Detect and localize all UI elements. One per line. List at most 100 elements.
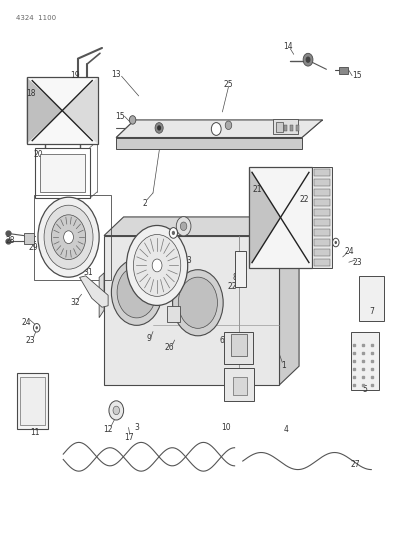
Bar <box>339 67 348 74</box>
Text: 9: 9 <box>146 334 151 343</box>
Circle shape <box>44 205 93 269</box>
Text: 28: 28 <box>5 237 15 245</box>
Circle shape <box>152 259 162 272</box>
Bar <box>296 125 299 131</box>
Text: 18: 18 <box>26 89 35 98</box>
Text: 34: 34 <box>182 282 192 291</box>
Circle shape <box>335 241 337 244</box>
Text: 15: 15 <box>352 71 362 80</box>
Text: 14: 14 <box>283 43 293 51</box>
Bar <box>314 229 330 236</box>
Bar <box>167 306 180 322</box>
Bar <box>351 332 379 390</box>
Bar <box>17 373 48 429</box>
Polygon shape <box>62 77 98 144</box>
Circle shape <box>173 270 223 336</box>
Polygon shape <box>249 167 281 268</box>
Bar <box>24 233 34 244</box>
Text: 31: 31 <box>83 269 93 277</box>
Circle shape <box>35 326 38 329</box>
Text: 17: 17 <box>124 433 133 441</box>
Circle shape <box>51 215 86 260</box>
Circle shape <box>155 123 163 133</box>
Circle shape <box>126 225 188 305</box>
Bar <box>35 148 90 198</box>
Text: 13: 13 <box>111 70 121 79</box>
Polygon shape <box>99 273 104 318</box>
Text: 4: 4 <box>283 425 288 433</box>
Text: 7: 7 <box>369 308 374 316</box>
Bar <box>314 260 330 266</box>
Circle shape <box>306 56 310 63</box>
Bar <box>290 125 293 131</box>
Text: 29: 29 <box>29 244 38 252</box>
Text: 23: 23 <box>26 336 35 344</box>
Bar <box>249 167 312 268</box>
Text: 19: 19 <box>71 71 80 80</box>
Text: 15: 15 <box>115 112 124 120</box>
Bar <box>20 377 45 425</box>
Bar <box>314 239 330 246</box>
Text: 22: 22 <box>228 282 237 291</box>
Bar <box>40 154 85 192</box>
Bar <box>235 251 246 287</box>
Circle shape <box>225 121 232 130</box>
Text: 30: 30 <box>51 258 61 266</box>
Polygon shape <box>27 77 62 144</box>
Text: 22: 22 <box>299 196 309 204</box>
Text: 6: 6 <box>220 336 225 344</box>
Polygon shape <box>104 217 299 236</box>
Bar <box>359 276 384 321</box>
Polygon shape <box>116 120 322 138</box>
Text: 26: 26 <box>164 343 174 352</box>
Circle shape <box>176 216 191 236</box>
Bar <box>312 167 332 268</box>
Circle shape <box>38 197 99 277</box>
Bar <box>233 377 247 395</box>
Polygon shape <box>279 217 299 385</box>
Text: 24: 24 <box>344 247 354 256</box>
Circle shape <box>303 53 313 66</box>
Bar <box>273 119 298 134</box>
Text: 4324  1100: 4324 1100 <box>16 14 56 21</box>
Text: 10: 10 <box>222 423 231 432</box>
Circle shape <box>111 259 162 325</box>
Polygon shape <box>116 138 302 149</box>
Text: 33: 33 <box>182 256 192 264</box>
Text: 32: 32 <box>71 298 80 307</box>
Bar <box>284 125 287 131</box>
Bar <box>231 334 247 356</box>
Bar <box>314 209 330 216</box>
Bar <box>314 179 330 185</box>
Circle shape <box>117 266 156 318</box>
Text: 22: 22 <box>238 276 248 284</box>
Polygon shape <box>80 276 108 307</box>
Circle shape <box>113 406 120 415</box>
Text: 3: 3 <box>134 423 139 432</box>
Bar <box>314 249 330 256</box>
Polygon shape <box>104 236 279 385</box>
Text: 12: 12 <box>103 425 113 433</box>
Circle shape <box>133 235 181 296</box>
Circle shape <box>211 123 221 135</box>
Text: 5: 5 <box>363 385 368 393</box>
Text: 1: 1 <box>281 361 286 369</box>
Text: 8: 8 <box>232 273 237 281</box>
Bar <box>314 199 330 206</box>
Text: 2: 2 <box>142 199 147 208</box>
Bar <box>276 122 283 132</box>
Circle shape <box>129 116 136 124</box>
Text: 27: 27 <box>350 461 360 469</box>
Text: 25: 25 <box>224 80 233 88</box>
Circle shape <box>333 238 339 247</box>
Bar <box>314 189 330 196</box>
Text: 24: 24 <box>22 318 31 327</box>
Text: 23: 23 <box>352 258 362 266</box>
Bar <box>27 77 98 144</box>
Circle shape <box>157 125 161 131</box>
Circle shape <box>109 401 124 420</box>
Bar <box>224 332 253 364</box>
Text: 11: 11 <box>30 429 40 437</box>
Bar <box>314 169 330 175</box>
Circle shape <box>169 228 177 238</box>
